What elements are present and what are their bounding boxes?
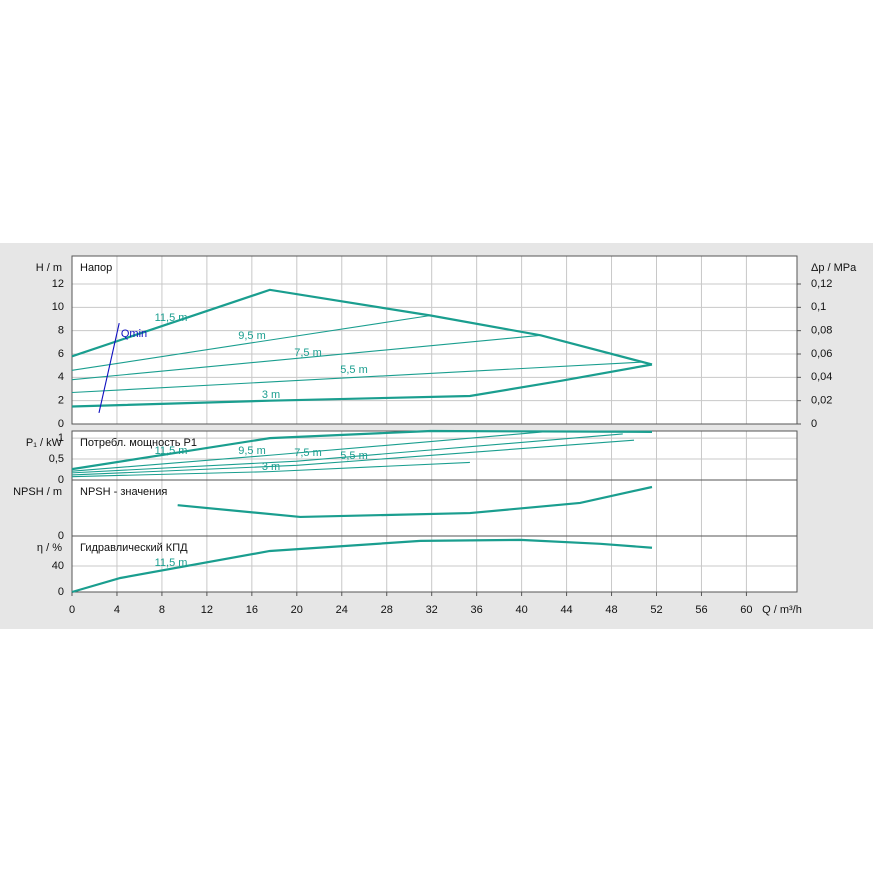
series-line bbox=[71, 334, 541, 381]
y-tick-label: 0 bbox=[58, 530, 64, 542]
series-label: 11,5 m bbox=[155, 312, 188, 324]
panel-title: Гидравлический КПД bbox=[80, 542, 188, 554]
series-label: 11,5 m bbox=[155, 445, 188, 457]
series-label: 7,5 m bbox=[294, 347, 322, 359]
y-tick-label: 0,5 bbox=[49, 453, 64, 465]
y2-tick-label: 0,08 bbox=[811, 325, 832, 337]
y2-tick-label: 0,06 bbox=[811, 348, 832, 360]
x-tick-label: 40 bbox=[515, 604, 527, 616]
series-line bbox=[71, 431, 545, 472]
y-tick-label: 1 bbox=[58, 432, 64, 444]
series-label: 3 m bbox=[262, 389, 280, 401]
y2-tick-label: 0,02 bbox=[811, 395, 832, 407]
series-label: 5,5 m bbox=[340, 364, 368, 376]
x-tick-label: 28 bbox=[381, 604, 393, 616]
x-tick-label: 60 bbox=[740, 604, 752, 616]
y-axis-label: NPSH / m bbox=[13, 486, 62, 498]
y-axis-label: η / % bbox=[37, 542, 62, 554]
y-tick-label: 12 bbox=[52, 278, 64, 290]
y-tick-label: 8 bbox=[58, 325, 64, 337]
x-tick-label: 20 bbox=[291, 604, 303, 616]
series-line bbox=[71, 314, 431, 371]
series-line bbox=[71, 461, 470, 478]
x-tick-label: 0 bbox=[69, 604, 75, 616]
x-tick-label: 52 bbox=[650, 604, 662, 616]
y-tick-label: 4 bbox=[58, 371, 64, 383]
x-tick-label: 24 bbox=[336, 604, 348, 616]
x-tick-label: 44 bbox=[560, 604, 572, 616]
series-line bbox=[71, 439, 635, 476]
series-line bbox=[71, 429, 653, 471]
series-label: 3 m bbox=[262, 461, 280, 473]
y-tick-label: 10 bbox=[52, 301, 64, 313]
series-label: 9,5 m bbox=[238, 445, 266, 457]
x-tick-label: 4 bbox=[114, 604, 120, 616]
series-label: 5,5 m bbox=[340, 450, 368, 462]
y2-axis-label: Δp / MPa bbox=[811, 262, 857, 274]
series-line bbox=[177, 485, 653, 519]
y-tick-label: 0 bbox=[58, 418, 64, 430]
plot-frame bbox=[71, 535, 798, 593]
y-tick-label: 0 bbox=[58, 474, 64, 486]
series-line bbox=[71, 288, 653, 366]
series-label: 7,5 m bbox=[294, 447, 322, 459]
y-tick-label: 0 bbox=[58, 586, 64, 598]
series-line bbox=[71, 538, 653, 594]
panel-title: Потребл. мощность P1 bbox=[80, 437, 197, 449]
y-tick-label: 6 bbox=[58, 348, 64, 360]
y-axis-label: H / m bbox=[36, 262, 62, 274]
panel-title: Напор bbox=[80, 262, 112, 274]
x-tick-label: 12 bbox=[201, 604, 213, 616]
series-line bbox=[71, 363, 653, 408]
series-line bbox=[71, 361, 641, 394]
x-axis-label: Q / m³/h bbox=[762, 604, 802, 616]
series-label: 11,5 m bbox=[155, 557, 188, 569]
plot-area bbox=[72, 480, 797, 536]
y-tick-label: 2 bbox=[58, 395, 64, 407]
plot-frame bbox=[71, 255, 798, 425]
x-tick-label: 36 bbox=[471, 604, 483, 616]
y-axis-label: P₁ / kW bbox=[26, 437, 63, 449]
x-tick-label: 8 bbox=[159, 604, 165, 616]
y2-tick-label: 0,04 bbox=[811, 371, 832, 383]
plot-area bbox=[72, 256, 797, 424]
y2-tick-label: 0,12 bbox=[811, 278, 832, 290]
x-tick-label: 32 bbox=[426, 604, 438, 616]
series-line bbox=[98, 322, 120, 414]
series-line bbox=[71, 433, 623, 474]
y2-tick-label: 0 bbox=[811, 418, 817, 430]
x-tick-label: 16 bbox=[246, 604, 258, 616]
panel-title: NPSH - значения bbox=[80, 486, 167, 498]
x-tick-label: 48 bbox=[605, 604, 617, 616]
series-label: 9,5 m bbox=[238, 330, 266, 342]
x-tick-label: 56 bbox=[695, 604, 707, 616]
y-tick-label: 40 bbox=[52, 560, 64, 572]
y2-tick-label: 0,1 bbox=[811, 301, 826, 313]
series-label: Qmin bbox=[121, 328, 147, 340]
